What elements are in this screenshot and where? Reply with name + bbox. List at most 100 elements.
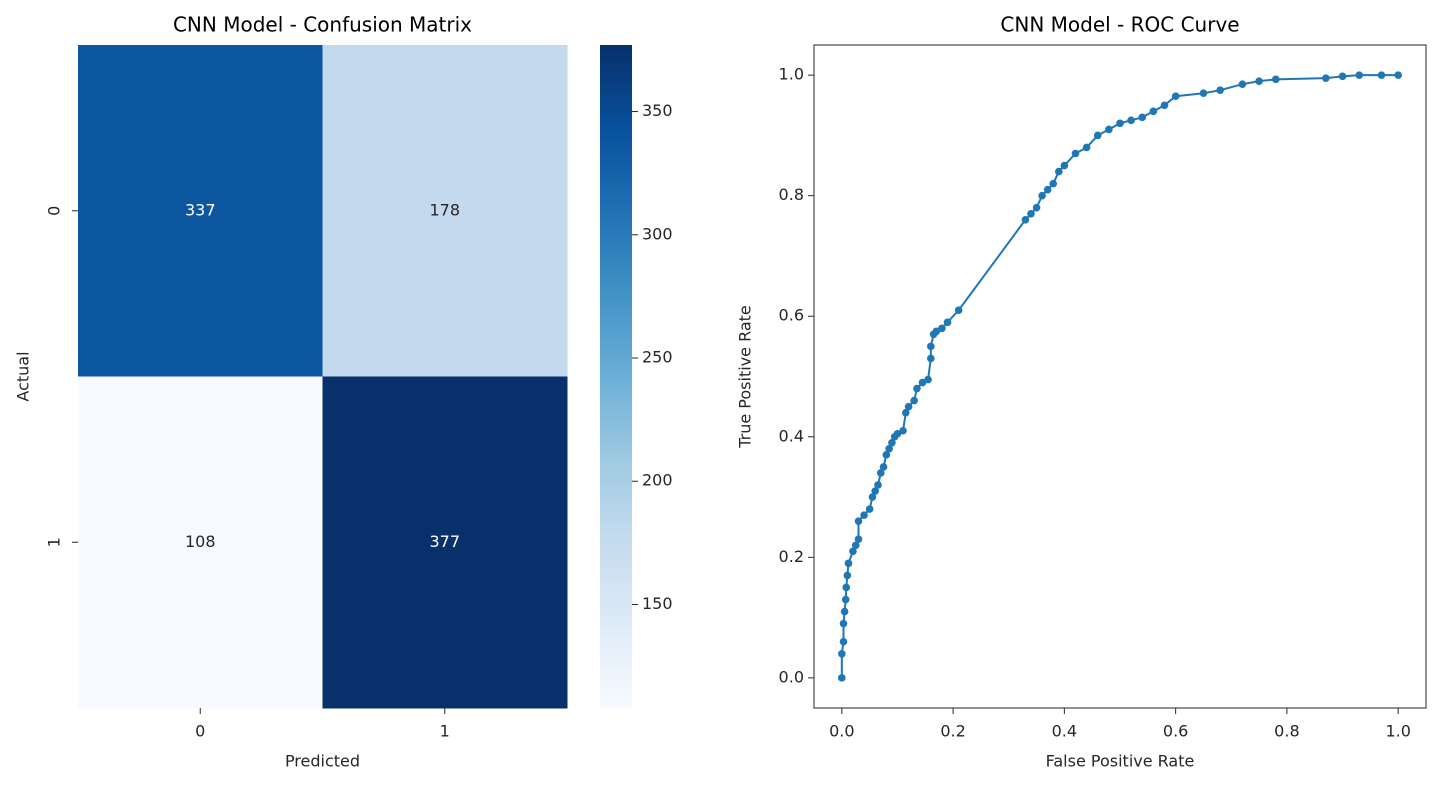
roc-point <box>1171 92 1180 101</box>
colorbar-tick-label: 350 <box>642 101 673 120</box>
x-tick-label: 0.0 <box>829 722 854 741</box>
x-tick-label: 0.8 <box>1274 722 1299 741</box>
heatmap-cell <box>322 45 568 377</box>
roc-point <box>854 517 863 525</box>
x-axis-label: Predicted <box>285 752 360 771</box>
x-tick-label: 0.2 <box>940 722 965 741</box>
cell-label: 337 <box>185 200 216 219</box>
roc-point <box>840 607 849 616</box>
roc-point <box>871 487 879 495</box>
roc-point <box>1032 203 1041 212</box>
roc-point <box>1071 149 1080 158</box>
roc-point <box>1338 72 1347 81</box>
cell-label: 377 <box>429 532 460 551</box>
roc-point <box>1271 75 1280 84</box>
y-tick-label: 0.4 <box>779 426 804 445</box>
roc-point <box>932 327 941 336</box>
x-tick-label: 0.4 <box>1052 722 1077 741</box>
roc-point <box>879 463 888 471</box>
y-axis-label: True Positive Rate <box>736 305 755 449</box>
y-tick-label: 1.0 <box>779 65 804 84</box>
roc-point <box>1238 80 1247 88</box>
roc-point <box>838 674 846 682</box>
roc-point <box>1027 209 1035 218</box>
roc-point <box>876 469 885 477</box>
x-tick-label: 0.6 <box>1163 722 1188 741</box>
plot-frame <box>813 44 1427 709</box>
y-tick-label: 0 <box>45 206 64 216</box>
roc-point <box>918 378 927 387</box>
roc-line <box>840 74 1399 678</box>
chart-title: CNN Model - ROC Curve <box>1000 13 1239 37</box>
roc-point <box>938 324 946 333</box>
colorbar-tick-label: 300 <box>642 224 673 243</box>
roc-point <box>888 439 896 447</box>
roc-point <box>1216 86 1224 95</box>
roc-point <box>1038 191 1046 200</box>
roc-point <box>1082 143 1091 152</box>
roc-point <box>841 595 850 604</box>
roc-point <box>943 318 952 327</box>
roc-point <box>838 649 846 658</box>
roc-point <box>1021 215 1030 224</box>
roc-point <box>874 481 882 489</box>
roc-point <box>1055 167 1063 176</box>
roc-point <box>927 342 935 351</box>
roc-point <box>860 511 868 519</box>
roc-point <box>899 426 907 435</box>
roc-point <box>893 429 902 438</box>
roc-point <box>1105 125 1113 134</box>
heatmap-cell <box>322 376 568 709</box>
x-axis-label: False Positive Rate <box>1046 752 1195 771</box>
y-tick-label: 0.8 <box>779 185 804 204</box>
roc-point <box>902 408 910 417</box>
roc-point <box>839 637 848 646</box>
roc-point <box>1138 113 1147 122</box>
roc-point <box>882 451 891 459</box>
roc-point <box>1199 89 1208 98</box>
colorbar-tick-label: 250 <box>642 348 673 367</box>
roc-point <box>954 306 963 315</box>
roc-point <box>1394 71 1402 79</box>
roc-point <box>1149 107 1158 116</box>
y-tick-label: 0.6 <box>779 306 804 325</box>
cell-label: 178 <box>429 200 460 219</box>
roc-point <box>1060 161 1069 170</box>
roc-point <box>885 445 893 453</box>
roc-point <box>927 354 935 363</box>
roc-point <box>1322 74 1330 82</box>
roc-point <box>1127 116 1135 125</box>
roc-point <box>1116 119 1124 128</box>
y-tick-label: 1 <box>45 537 64 547</box>
y-tick-label: 0.2 <box>779 547 804 566</box>
roc-point <box>842 583 851 592</box>
roc-point <box>851 541 860 550</box>
colorbar-tick-label: 150 <box>642 594 673 613</box>
roc-point <box>1093 131 1102 140</box>
x-tick-label: 1 <box>440 722 450 741</box>
roc-point <box>854 535 863 544</box>
heatmap-cell <box>78 45 323 377</box>
x-tick-label: 1.0 <box>1385 722 1410 741</box>
roc-point <box>1043 185 1052 194</box>
roc-point <box>924 375 932 384</box>
roc-point <box>868 493 877 501</box>
roc-point <box>904 402 913 411</box>
roc-point <box>1355 71 1364 79</box>
cell-label: 108 <box>185 532 216 551</box>
roc-point <box>865 505 874 513</box>
y-axis-label: Actual <box>14 351 33 401</box>
roc-point <box>1255 77 1263 85</box>
roc-point <box>844 559 853 568</box>
roc-point <box>910 396 918 405</box>
roc-point <box>1049 179 1058 188</box>
roc-point <box>843 571 852 580</box>
colorbar-tick-label: 200 <box>642 471 673 490</box>
chart-title: CNN Model - Confusion Matrix <box>173 13 472 37</box>
colorbar <box>600 45 632 708</box>
roc-point <box>1377 71 1386 79</box>
x-tick-label: 0 <box>195 722 205 741</box>
roc-point <box>1160 101 1169 110</box>
